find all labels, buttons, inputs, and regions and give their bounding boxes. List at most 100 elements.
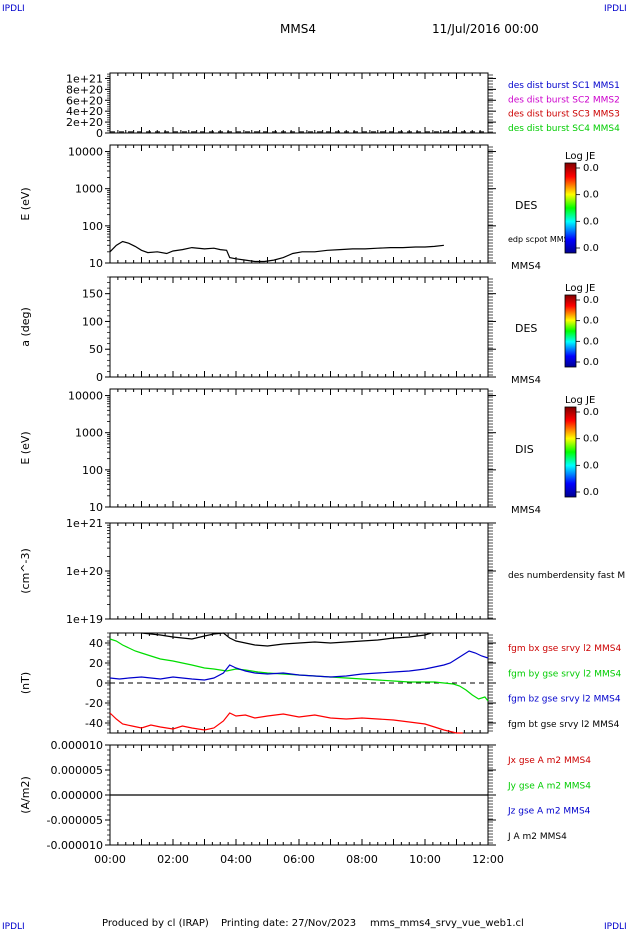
panel-frame-des_energy (109, 144, 489, 264)
corner-label-top-left: IPDLI (2, 4, 25, 14)
colorbar-label: 0.0 (583, 460, 599, 471)
panel-frame-density (109, 522, 489, 620)
y-tick-label: 1e+19 (66, 613, 103, 626)
y-tick-label: 1e+21 (66, 517, 103, 530)
y-tick-label: 6e+20 (66, 94, 103, 107)
panel-frame-des_pitch (109, 276, 489, 378)
colorbar-title: Log JE (565, 395, 595, 406)
y-tick-label: 20 (89, 657, 103, 670)
y-tick-label: 0.000010 (51, 739, 104, 752)
footer-printing-date: Printing date: 27/Nov/2023 (221, 918, 357, 929)
panel-frame-dis_energy (109, 388, 489, 508)
legend-entry: fgm bt gse srvy l2 MMS4 (508, 720, 620, 730)
instrument-label: DIS (515, 443, 534, 456)
corner-label-bottom-right: IPDLI (604, 922, 627, 932)
legend-entry: Jx gse A m2 MMS4 (507, 756, 591, 766)
y-tick-label: 1e+20 (66, 565, 103, 578)
y-tick-label: -0.000010 (47, 839, 103, 852)
y-tick-label: 100 (82, 315, 103, 328)
legend-entry: J A m2 MMS4 (507, 832, 567, 842)
y-tick-label: -20 (85, 697, 103, 710)
x-tick-label: 00:00 (94, 853, 126, 866)
legend-entry: fgm bz gse srvy l2 MMS4 (508, 695, 621, 705)
legend-entry: Jz gse A m2 MMS4 (507, 807, 591, 817)
y-axis-label: E (eV) (19, 431, 32, 464)
series-line (141, 632, 432, 647)
panel-frame-burst (109, 72, 489, 134)
y-tick-label: 10 (89, 257, 103, 270)
y-axis-label: E (eV) (19, 187, 32, 220)
footer-produced-by: Produced by cl (IRAP) (102, 918, 209, 929)
legend-entry: des numberdensity fast M (508, 571, 625, 581)
series-line (109, 650, 489, 681)
colorbar-label: 0.0 (583, 336, 599, 347)
colorbar (564, 406, 577, 498)
y-tick-label: 1000 (75, 427, 103, 440)
date-title: 11/Jul/2016 00:00 (432, 22, 539, 36)
y-tick-label: 1000 (75, 183, 103, 196)
x-tick-label: 04:00 (220, 853, 252, 866)
legend-entry: fgm by gse srvy l2 MMS4 (508, 669, 621, 679)
colorbar-title: Log JE (565, 151, 595, 162)
instrument-label: DES (515, 322, 537, 335)
legend-entry: Jy gse A m2 MMS4 (507, 781, 591, 791)
y-tick-label: 0.000000 (51, 789, 104, 802)
colorbar-label: 0.0 (583, 163, 599, 174)
y-tick-label: 4e+20 (66, 105, 103, 118)
colorbar (564, 294, 577, 368)
series-line (109, 712, 463, 734)
colorbar-label: 0.0 (583, 487, 599, 498)
y-tick-label: 0.000005 (51, 764, 104, 777)
y-tick-label: 100 (82, 220, 103, 233)
legend-entry: des dist burst SC2 MMS2 (508, 95, 620, 105)
series-line (109, 240, 444, 263)
instrument-label: DES (515, 199, 537, 212)
y-tick-label: 8e+20 (66, 83, 103, 96)
y-axis-label: (cm^-3) (19, 548, 32, 594)
y-tick-label: 0 (96, 677, 103, 690)
y-tick-label: 0 (96, 127, 103, 140)
y-tick-label: -0.000005 (47, 814, 103, 827)
spacecraft-label: MMS4 (511, 505, 541, 516)
y-tick-label: 1e+21 (66, 72, 103, 85)
y-tick-label: 150 (82, 288, 103, 301)
y-tick-label: 0 (96, 371, 103, 384)
y-tick-label: 40 (89, 637, 103, 650)
footer-file-name: mms_mms4_srvy_vue_web1.cl (370, 918, 524, 929)
x-tick-label: 12:00 (472, 853, 504, 866)
series-line (109, 638, 489, 702)
legend-entry: fgm bx gse srvy l2 MMS4 (508, 644, 621, 654)
y-tick-label: 10000 (68, 390, 103, 403)
y-tick-label: 10 (89, 501, 103, 514)
x-tick-label: 02:00 (157, 853, 189, 866)
legend-entry: des dist burst SC1 MMS1 (508, 81, 620, 91)
y-tick-label: 100 (82, 464, 103, 477)
legend-entry: des dist burst SC3 MMS3 (508, 110, 620, 120)
y-axis-label: (A/m2) (19, 776, 32, 814)
colorbar-label: 0.0 (583, 243, 599, 254)
y-axis-label: a (deg) (19, 307, 32, 347)
spacecraft-label: MMS4 (511, 261, 541, 272)
y-tick-label: 10000 (68, 146, 103, 159)
y-tick-label: 50 (89, 343, 103, 356)
x-tick-label: 06:00 (283, 853, 315, 866)
corner-label-top-right: IPDLI (604, 4, 627, 14)
y-tick-label: -40 (85, 717, 103, 730)
colorbar (564, 162, 577, 254)
scpot-legend: edp scpot MMS4 (508, 235, 574, 244)
colorbar-label: 0.0 (583, 316, 599, 327)
colorbar-label: 0.0 (583, 407, 599, 418)
legend-entry: des dist burst SC4 MMS4 (508, 124, 620, 134)
y-tick-label: 2e+20 (66, 116, 103, 129)
spacecraft-title: MMS4 (280, 22, 316, 36)
x-tick-label: 08:00 (346, 853, 378, 866)
spacecraft-label: MMS4 (511, 375, 541, 386)
corner-label-bottom-left: IPDLI (2, 922, 25, 932)
y-axis-label: (nT) (19, 672, 32, 694)
colorbar-label: 0.0 (583, 295, 599, 306)
colorbar-label: 0.0 (583, 434, 599, 445)
colorbar-label: 0.0 (583, 216, 599, 227)
colorbar-label: 0.0 (583, 190, 599, 201)
x-tick-label: 10:00 (409, 853, 441, 866)
